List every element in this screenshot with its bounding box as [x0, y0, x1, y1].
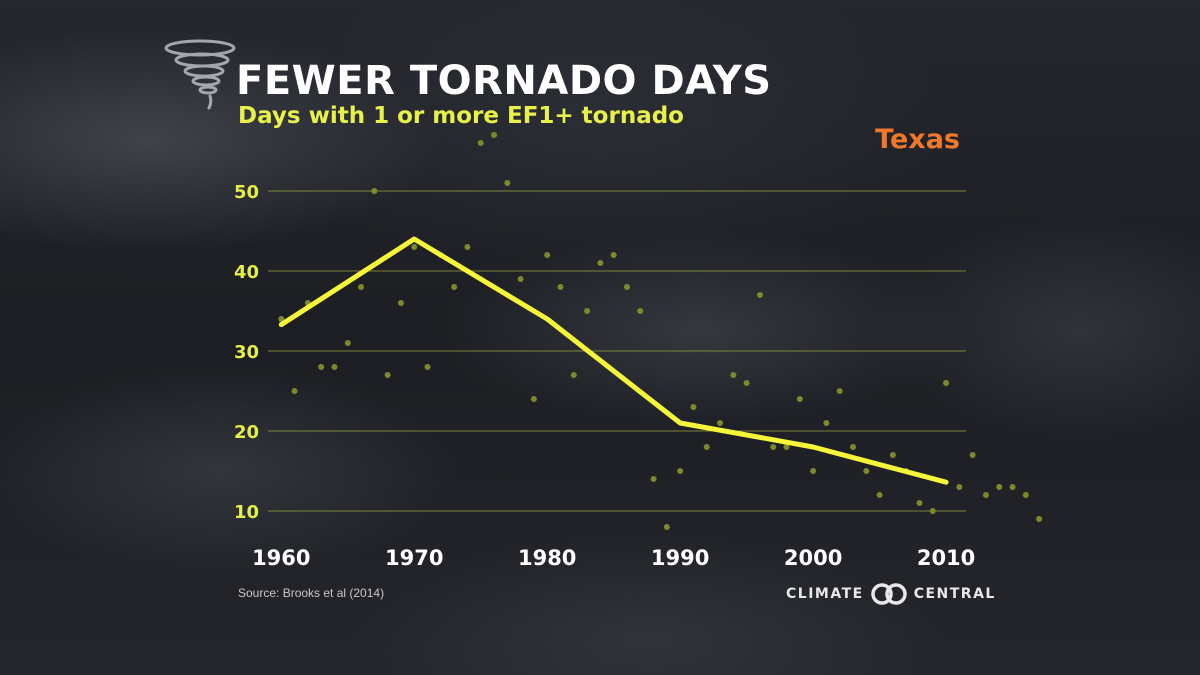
data-point-2011: [956, 484, 963, 490]
data-point-1969: [397, 300, 404, 306]
data-point-2000: [810, 468, 817, 474]
x-tick-label-1970: 1970: [385, 546, 443, 570]
data-point-2009: [929, 508, 936, 514]
data-point-1996: [756, 292, 763, 298]
data-point-1983: [584, 308, 591, 314]
data-point-1973: [451, 284, 458, 290]
data-point-2003: [849, 444, 856, 450]
data-point-2004: [863, 468, 870, 474]
brand-rings-icon: [870, 583, 908, 605]
data-point-1966: [358, 284, 365, 290]
data-point-1991: [690, 404, 697, 410]
y-tick-label-50: 50: [234, 182, 259, 203]
data-point-1974: [464, 244, 471, 250]
data-point-1978: [517, 276, 524, 282]
climate-central-logo: CLIMATE CENTRAL: [786, 583, 996, 605]
y-tick-label-40: 40: [234, 262, 259, 283]
y-tick-label-20: 20: [234, 422, 259, 443]
brand-text-left: CLIMATE: [786, 586, 864, 602]
data-point-1982: [570, 372, 577, 378]
source-note: Source: Brooks et al (2014): [238, 586, 385, 600]
data-point-2002: [836, 388, 843, 394]
data-point-2016: [1022, 492, 1029, 498]
data-point-1999: [796, 396, 803, 402]
data-point-2012: [969, 452, 976, 458]
x-tick-label-2010: 2010: [917, 546, 975, 570]
brand-text-right: CENTRAL: [913, 586, 996, 602]
data-point-1998: [783, 444, 790, 450]
x-tick-label-1980: 1980: [518, 546, 576, 570]
data-point-1960: [278, 316, 285, 322]
data-point-1964: [331, 364, 338, 370]
data-point-2008: [916, 500, 923, 506]
x-tick-label-1990: 1990: [651, 546, 709, 570]
data-point-1970: [411, 244, 418, 250]
data-point-2005: [876, 492, 883, 498]
data-point-2015: [1009, 484, 1016, 490]
y-tick-label-10: 10: [234, 502, 259, 523]
data-point-1980: [544, 252, 551, 258]
data-point-2017: [1036, 516, 1043, 522]
data-point-1976: [491, 132, 498, 138]
data-point-1994: [730, 372, 737, 378]
data-point-2014: [996, 484, 1003, 490]
data-point-2006: [889, 452, 896, 458]
data-point-1990: [677, 468, 684, 474]
data-point-1993: [717, 420, 724, 426]
data-point-1975: [477, 140, 484, 146]
x-tick-label-2000: 2000: [784, 546, 842, 570]
data-point-1984: [597, 260, 604, 266]
data-point-1963: [318, 364, 325, 370]
data-point-1985: [610, 252, 617, 258]
data-point-1979: [530, 396, 537, 402]
data-point-1986: [623, 284, 630, 290]
region-label: Texas: [875, 124, 960, 155]
data-point-1965: [344, 340, 351, 346]
data-point-1987: [637, 308, 644, 314]
data-point-1989: [663, 524, 670, 530]
data-point-1961: [291, 388, 298, 394]
chart-title: FEWER TORNADO DAYS: [236, 58, 772, 104]
data-point-1977: [504, 180, 511, 186]
data-point-1995: [743, 380, 750, 386]
data-point-1967: [371, 188, 378, 194]
data-point-2010: [943, 380, 950, 386]
data-point-1971: [424, 364, 431, 370]
data-point-2001: [823, 420, 830, 426]
data-point-1997: [770, 444, 777, 450]
x-tick-label-1960: 1960: [252, 546, 310, 570]
tornado-icon: [164, 39, 236, 110]
data-point-1992: [703, 444, 710, 450]
y-tick-label-30: 30: [234, 342, 259, 363]
data-point-2013: [982, 492, 989, 498]
data-point-1981: [557, 284, 564, 290]
trend-line: [278, 236, 949, 485]
data-point-1988: [650, 476, 657, 482]
data-point-1968: [384, 372, 391, 378]
chart-subtitle: Days with 1 or more EF1+ tornado: [238, 103, 684, 129]
